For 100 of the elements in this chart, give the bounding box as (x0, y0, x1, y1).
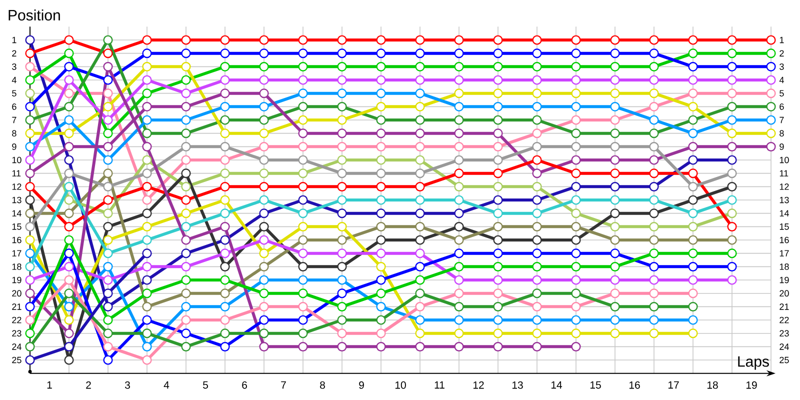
point (454, 168, 464, 178)
y2-tick-label: 3 (780, 63, 784, 70)
point (610, 142, 620, 152)
x-tick-label: 18 (707, 381, 718, 389)
point (25, 75, 35, 85)
y-tick-label: 16 (12, 236, 22, 244)
point (727, 102, 737, 112)
point (142, 155, 152, 165)
point (454, 235, 464, 245)
point (25, 342, 35, 352)
point (181, 88, 191, 98)
point (493, 248, 503, 258)
point (103, 288, 113, 298)
point (532, 248, 542, 258)
y2-tick-label: 17 (780, 250, 789, 256)
point (181, 128, 191, 138)
point (649, 182, 659, 192)
point (259, 102, 269, 112)
y2-tick-label: 19 (780, 276, 789, 284)
point (337, 102, 347, 112)
point (766, 48, 776, 58)
point (259, 62, 269, 72)
point (376, 35, 386, 45)
point (727, 182, 737, 192)
point (532, 182, 542, 192)
point (220, 342, 230, 352)
point (103, 355, 113, 365)
point (415, 195, 425, 205)
point (142, 168, 152, 178)
point (532, 275, 542, 285)
point (64, 288, 74, 298)
point (103, 48, 113, 58)
y-tick-label: 18 (12, 263, 22, 270)
point (532, 168, 542, 178)
point (493, 222, 503, 232)
point (649, 275, 659, 285)
point (25, 142, 35, 152)
point (64, 248, 74, 258)
point (376, 342, 386, 352)
point (454, 102, 464, 112)
y2-tick-label: 18 (780, 263, 789, 270)
point (103, 342, 113, 352)
point (298, 328, 308, 338)
point (181, 275, 191, 285)
point (688, 102, 698, 112)
point (103, 208, 113, 218)
point (727, 168, 737, 178)
point (220, 155, 230, 165)
point (454, 35, 464, 45)
point (454, 75, 464, 85)
y2-tick-label: 20 (780, 290, 789, 297)
point (571, 328, 581, 338)
point (493, 342, 503, 352)
point (64, 275, 74, 285)
point (181, 168, 191, 178)
point (298, 288, 308, 298)
point (727, 62, 737, 72)
point (766, 115, 776, 125)
point (103, 328, 113, 338)
point (181, 288, 191, 298)
x-tick-label: 16 (629, 381, 640, 389)
point (298, 262, 308, 272)
point (337, 35, 347, 45)
y2-tick-label: 21 (780, 304, 789, 310)
point (415, 62, 425, 72)
point (337, 248, 347, 258)
point (25, 222, 35, 232)
point (220, 168, 230, 178)
point (649, 302, 659, 312)
point (493, 88, 503, 98)
point (532, 142, 542, 152)
point (103, 182, 113, 192)
point (259, 182, 269, 192)
point (610, 275, 620, 285)
point (298, 302, 308, 312)
point (259, 195, 269, 205)
point (610, 155, 620, 165)
point (649, 328, 659, 338)
point (727, 222, 737, 232)
point (727, 35, 737, 45)
y2-tick-label: 23 (780, 330, 789, 337)
point (259, 262, 269, 272)
point (259, 75, 269, 85)
point (220, 102, 230, 112)
point (298, 142, 308, 152)
point (649, 88, 659, 98)
point (454, 115, 464, 125)
y-tick-label: 23 (12, 330, 22, 337)
point (415, 222, 425, 232)
point (142, 48, 152, 58)
point (181, 328, 191, 338)
point (298, 128, 308, 138)
point (64, 208, 74, 218)
point (493, 115, 503, 125)
point (25, 208, 35, 218)
point (532, 222, 542, 232)
y2-tick-label: 9 (780, 143, 784, 150)
point (415, 315, 425, 325)
point (103, 315, 113, 325)
y-tick-label: 22 (12, 316, 22, 324)
